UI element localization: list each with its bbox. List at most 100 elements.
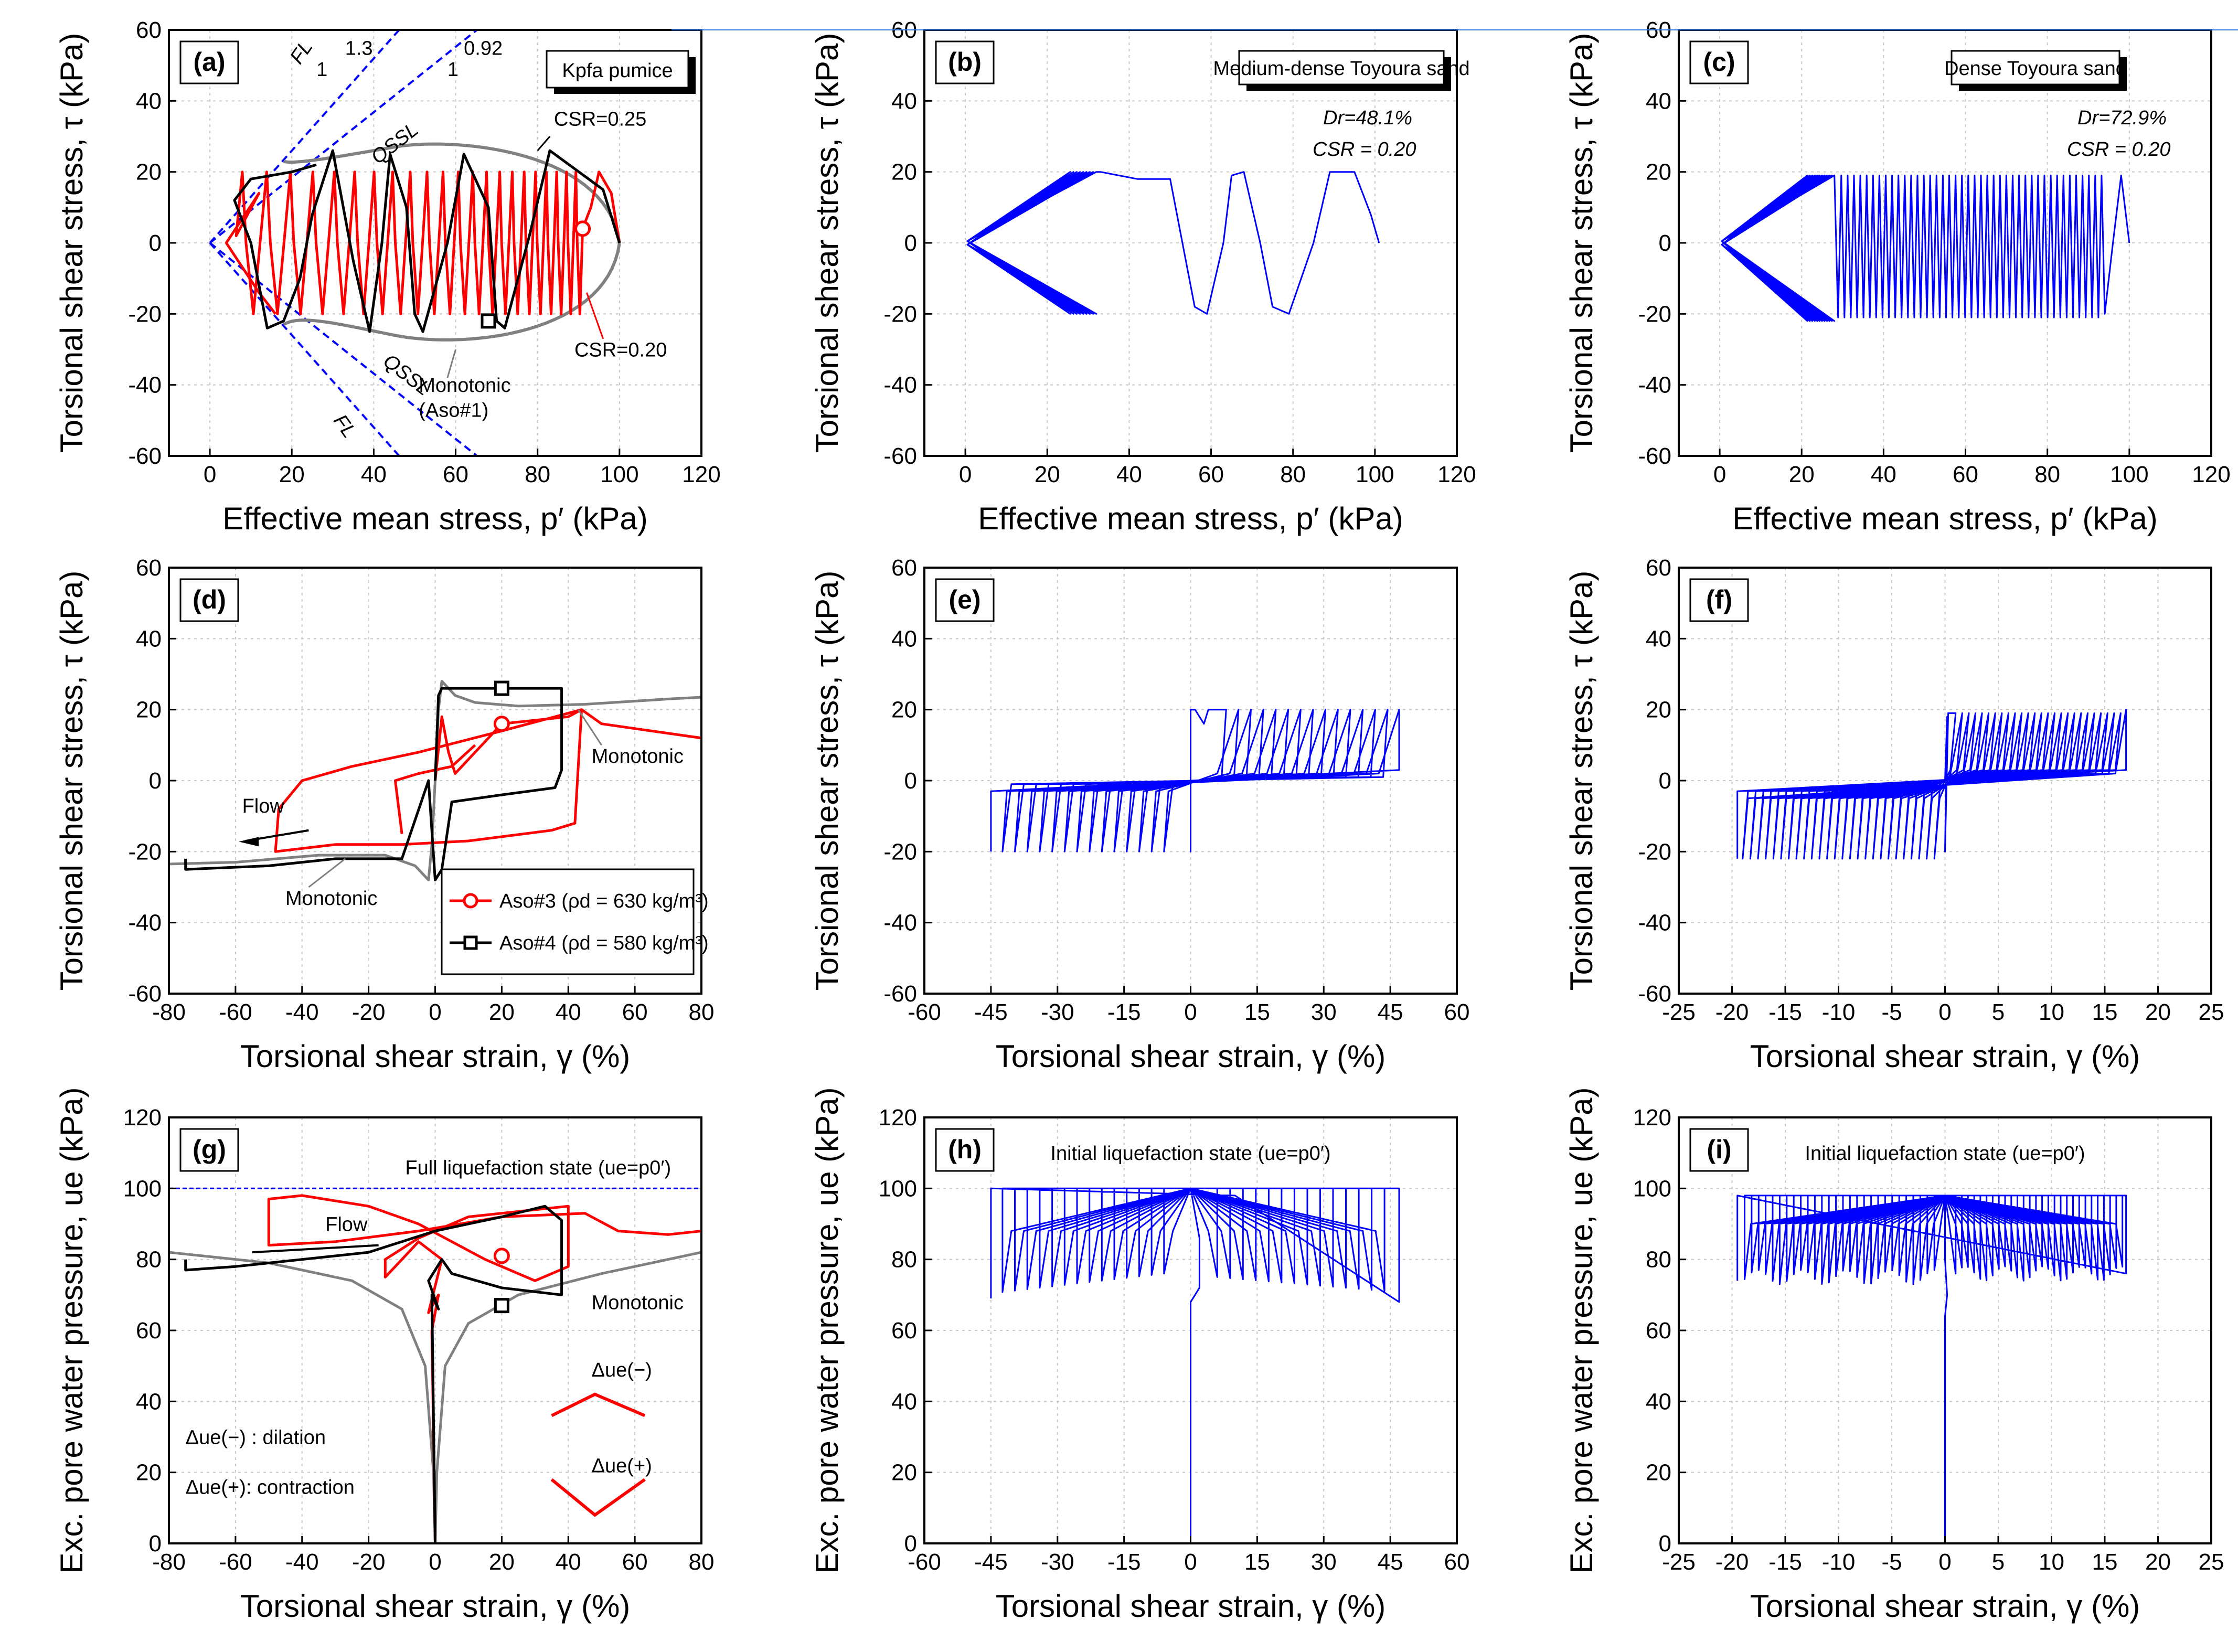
x-tick-label: 40 xyxy=(556,1549,581,1575)
monotonic-label-left: Monotonic xyxy=(285,888,377,910)
panel-label-box xyxy=(1689,40,1749,84)
plot-area-e xyxy=(990,709,1400,852)
panel-c: 0 20 40 60 80 100 120-60-40-200204060Effective… xyxy=(1564,17,2231,536)
x-tick-label: -10 xyxy=(1822,1549,1856,1575)
y-axis-title: Torsional shear stress, τ (kPa) xyxy=(809,33,845,453)
toyoura-medium-stress-path xyxy=(966,171,1380,315)
x-tick-label: 0 xyxy=(1184,1549,1197,1575)
x-tick-label: 100 xyxy=(2110,462,2148,487)
title-box xyxy=(546,50,689,89)
y-tick-label: -20 xyxy=(128,301,162,327)
y-tick-label: -40 xyxy=(883,372,917,398)
y-tick-label: 20 xyxy=(891,697,917,723)
x-tick-label: -45 xyxy=(974,1549,1008,1575)
legend-marker-aso4 xyxy=(463,935,478,950)
panel-label-box xyxy=(935,578,995,622)
initial-liquefaction-label: Initial liquefaction state (ue=p0′) xyxy=(1805,1143,2085,1165)
y-tick-label: -40 xyxy=(1638,910,1671,936)
y-tick-label: 0 xyxy=(149,1531,162,1557)
csr-020-pointer xyxy=(585,292,604,339)
x-axis-title: Torsional shear strain, γ (%) xyxy=(240,1039,631,1074)
x-axis-title: Torsional shear strain, γ (%) xyxy=(996,1589,1386,1624)
x-tick-label: -80 xyxy=(152,999,186,1025)
y-tick-label: -20 xyxy=(128,839,162,865)
flow-arrow xyxy=(252,1244,379,1254)
x-tick-label: 0 xyxy=(429,1549,441,1575)
fl-slope-run: 1 xyxy=(316,59,327,81)
x-tick-label: 100 xyxy=(600,462,638,487)
x-tick-label: -10 xyxy=(1822,999,1856,1025)
x-tick-label: 20 xyxy=(1035,462,1060,487)
y-tick-label: 0 xyxy=(904,1531,917,1557)
monotonic-label-right: Monotonic xyxy=(592,745,684,768)
x-tick-label: 5 xyxy=(1992,1549,2005,1575)
monotonic-pore-pressure xyxy=(169,1251,701,1543)
x-axis-title: Effective mean stress, p′ (kPa) xyxy=(978,501,1403,536)
x-tick-label: 120 xyxy=(682,462,720,487)
y-tick-label: 40 xyxy=(136,88,162,114)
monotonic-lower xyxy=(283,242,621,342)
x-tick-label: -15 xyxy=(1107,1549,1141,1575)
x-tick-label: 80 xyxy=(689,999,715,1025)
x-tick-label: -15 xyxy=(1768,1549,1802,1575)
y-tick-label: 20 xyxy=(1646,697,1671,723)
flow-arrowhead xyxy=(239,837,259,847)
aso4-stress-strain xyxy=(184,687,563,881)
x-tick-label: 60 xyxy=(1444,999,1470,1025)
csr-label: CSR = 0.20 xyxy=(2067,138,2171,161)
y-tick-label: 100 xyxy=(879,1176,917,1201)
plot-area-c xyxy=(1721,174,2130,322)
y-tick-label: -20 xyxy=(1638,839,1671,865)
monotonic-upper xyxy=(283,142,621,243)
x-tick-label: 20 xyxy=(489,999,515,1025)
y-tick-label: 60 xyxy=(891,555,917,581)
x-tick-label: -60 xyxy=(219,999,252,1025)
x-tick-label: 120 xyxy=(1437,462,1476,487)
monotonic-label-id: (Aso#1) xyxy=(419,400,488,422)
y-tick-label: 0 xyxy=(1659,768,1671,794)
y-tick-label: 0 xyxy=(149,230,162,256)
marker-circle-csr-020 xyxy=(574,220,591,237)
y-tick-label: 40 xyxy=(136,626,162,652)
panel-label: (e) xyxy=(949,585,981,614)
y-tick-label: 20 xyxy=(136,1460,162,1486)
x-tick-label: 20 xyxy=(2145,999,2171,1025)
y-tick-label: -40 xyxy=(128,910,162,936)
panel-g: -80 -60 -40 -20 0 20 40 60 80 0 20 40 60 80 100 120 Tors… xyxy=(54,1087,714,1624)
marker-circle-aso3 xyxy=(493,1248,510,1264)
marker-square-aso4 xyxy=(494,1298,509,1314)
panel-title: Dense Toyoura sand xyxy=(1944,58,2127,80)
y-tick-label: 40 xyxy=(891,88,917,114)
x-tick-label: -15 xyxy=(1107,999,1141,1025)
x-tick-label: -30 xyxy=(1041,999,1074,1025)
x-tick-label: -40 xyxy=(285,1549,319,1575)
y-tick-label: 40 xyxy=(1646,1389,1671,1414)
x-tick-label: 15 xyxy=(2092,1549,2118,1575)
y-tick-label: -20 xyxy=(1638,301,1671,327)
y-tick-label: 100 xyxy=(123,1176,162,1201)
dilation-legend: Δue(−) : dilation xyxy=(186,1427,326,1449)
y-tick-label: -60 xyxy=(128,443,162,469)
y-tick-label: 120 xyxy=(879,1105,917,1131)
contraction-legend: Δue(+): contraction xyxy=(186,1476,355,1498)
x-tick-label: 45 xyxy=(1378,1549,1403,1575)
contraction-symbol: Δue(+) xyxy=(592,1455,652,1477)
x-tick-label: -5 xyxy=(1881,1549,1902,1575)
x-tick-label: 0 xyxy=(1938,999,1951,1025)
y-tick-label: 120 xyxy=(123,1105,162,1131)
x-tick-label: 15 xyxy=(1244,999,1270,1025)
panel-label-box xyxy=(179,1128,239,1172)
marker-square-csr-025 xyxy=(481,313,496,329)
x-tick-label: 40 xyxy=(556,999,581,1025)
x-tick-label: 60 xyxy=(1953,462,1978,487)
y-tick-label: 60 xyxy=(136,1318,162,1344)
x-axis-title: Effective mean stress, p′ (kPa) xyxy=(222,501,647,536)
x-axis-title: Effective mean stress, p′ (kPa) xyxy=(1732,501,2157,536)
y-tick-label: 80 xyxy=(1646,1247,1671,1273)
y-axis-title: Exc. pore water pressure, ue (kPa) xyxy=(54,1087,89,1573)
x-axis-title: Torsional shear strain, γ (%) xyxy=(240,1589,631,1624)
legend-label-aso4: Aso#4 (ρd = 580 kg/m³) xyxy=(499,932,709,954)
x-tick-label: 10 xyxy=(2039,1549,2064,1575)
dilation-symbol: Δue(−) xyxy=(592,1359,652,1381)
